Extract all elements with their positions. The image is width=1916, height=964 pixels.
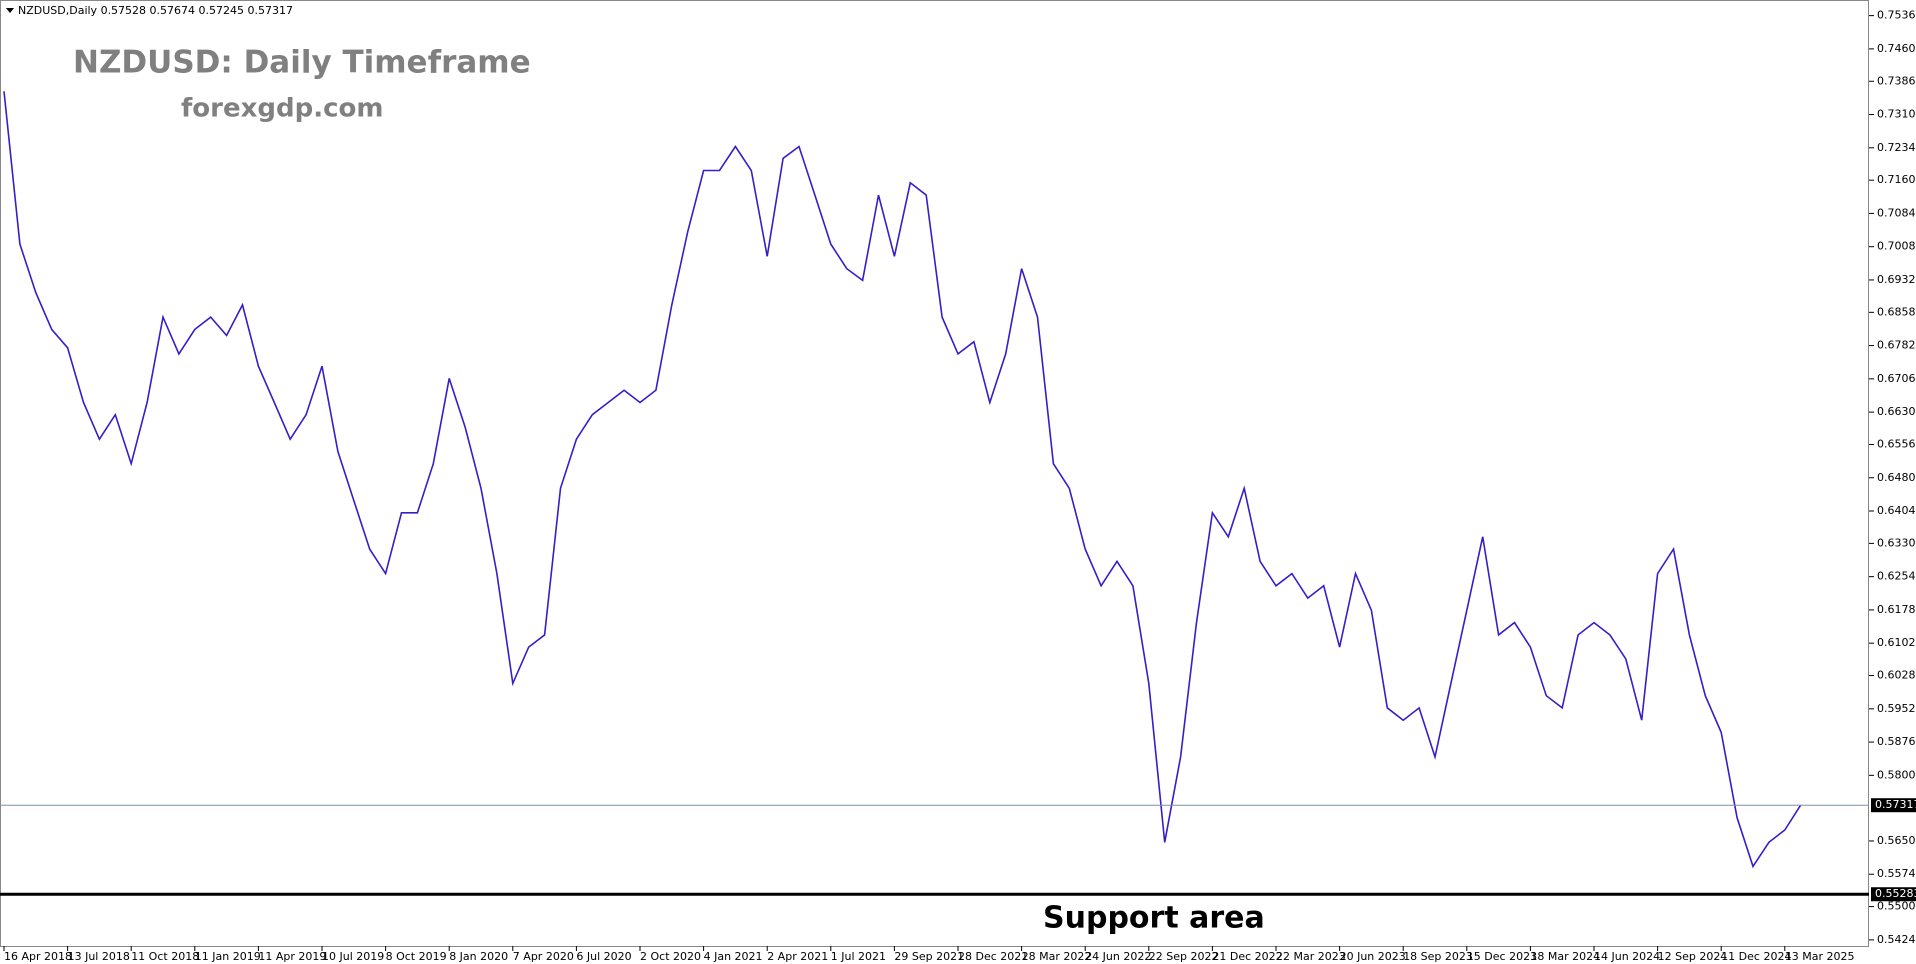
x-tick-label: 14 Jun 2024 <box>1594 950 1660 963</box>
x-tick-label: 11 Jan 2019 <box>195 950 261 963</box>
x-tick-label: 28 Dec 2021 <box>958 950 1028 963</box>
x-tick-label: 21 Dec 2022 <box>1212 950 1282 963</box>
header: NZDUSD,Daily 0.57528 0.57674 0.57245 0.5… <box>18 4 293 17</box>
menu-arrow[interactable] <box>6 8 14 13</box>
y-tick-label: 0.54240 <box>1877 933 1916 946</box>
x-tick-label: 12 Sep 2024 <box>1658 950 1728 963</box>
x-tick-label: 22 Sep 2022 <box>1149 950 1219 963</box>
x-tick-label: 11 Apr 2019 <box>258 950 326 963</box>
x-tick-label: 1 Jul 2021 <box>831 950 886 963</box>
x-tick-label: 28 Mar 2022 <box>1022 950 1092 963</box>
chart-subtitle: forexgdp.com <box>181 94 383 124</box>
x-tick-label: 8 Oct 2019 <box>386 950 447 963</box>
current-price-label: 0.57317 <box>1875 798 1916 811</box>
x-tick-label: 2 Oct 2020 <box>640 950 701 963</box>
x-tick-label: 8 Jan 2020 <box>449 950 508 963</box>
price-tag <box>1871 798 1916 813</box>
x-tick-label: 11 Oct 2018 <box>131 950 199 963</box>
x-tick-label: 10 Jul 2019 <box>322 950 384 963</box>
x-tick-label: 2 Apr 2021 <box>767 950 828 963</box>
plot-frame <box>0 0 1869 947</box>
x-tick-label: 29 Sep 2021 <box>894 950 964 963</box>
support-label: 0.55283 <box>1875 887 1916 900</box>
x-tick-label: 7 Apr 2020 <box>513 950 574 963</box>
x-tick-label: 22 Mar 2023 <box>1276 950 1346 963</box>
x-tick-label: 20 Jun 2023 <box>1340 950 1406 963</box>
x-tick-label: 13 Jul 2018 <box>68 950 130 963</box>
x-tick-label: 15 Dec 2023 <box>1467 950 1537 963</box>
price-line <box>3 91 1802 869</box>
chart-title: NZDUSD: Daily Timeframe <box>73 45 531 81</box>
x-tick-label: 24 Jun 2022 <box>1085 950 1151 963</box>
annotation: Support area <box>1043 901 1265 936</box>
price-tag <box>1871 887 1916 902</box>
x-tick-label: 16 Apr 2018 <box>4 950 72 963</box>
x-tick-label: 13 Mar 2025 <box>1785 950 1855 963</box>
x-tick-label: 18 Sep 2023 <box>1403 950 1473 963</box>
x-tick-label: 6 Jul 2020 <box>576 950 631 963</box>
x-tick-label: 11 Dec 2024 <box>1721 950 1791 963</box>
x-tick-label: 18 Mar 2024 <box>1530 950 1600 963</box>
x-tick-label: 4 Jan 2021 <box>704 950 763 963</box>
